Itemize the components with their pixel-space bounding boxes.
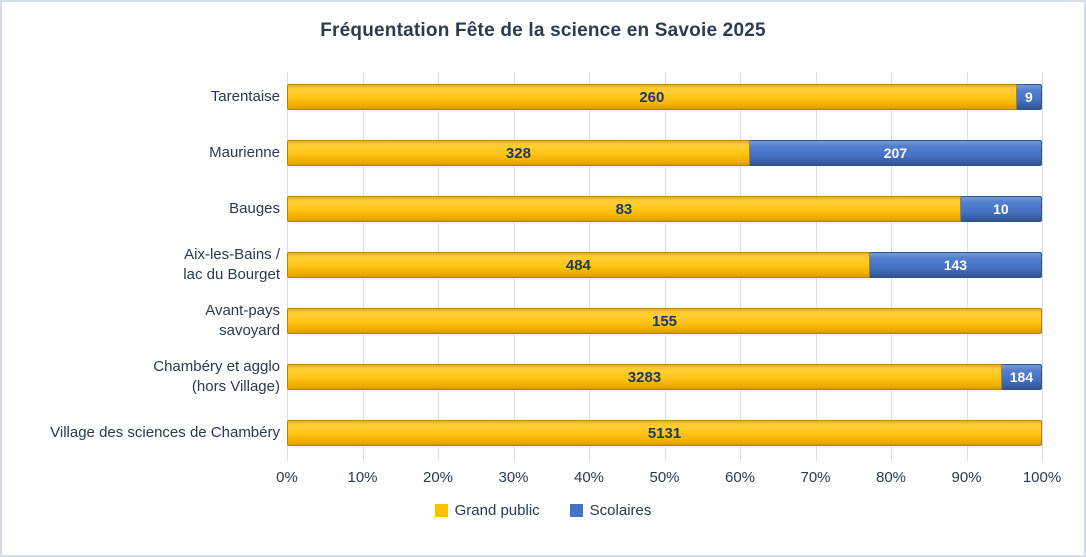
plot-area: 260 9 328 207 83 10 484 143 155 3283 184 5131 [287, 69, 1043, 461]
segment-grand-public: 3283 [287, 364, 1002, 390]
x-tick-label: 80% [875, 469, 907, 486]
stacked-bar: 484 143 [287, 252, 1042, 278]
bar-row: 260 9 [287, 69, 1042, 125]
category-label: Avant-pays savoyard [205, 301, 280, 339]
chart-body: Tarentaise Maurienne Bauges Aix-les-Bains /… [2, 69, 1084, 489]
bar-row: 155 [287, 293, 1042, 349]
value-label-grand-public: 83 [615, 200, 633, 218]
value-label-grand-public: 3283 [627, 368, 662, 386]
value-label-grand-public: 484 [565, 256, 591, 274]
category-label: Tarentaise [210, 87, 280, 105]
legend-swatch-icon [434, 504, 448, 517]
bar-row: 3283 184 [287, 349, 1042, 405]
segment-scolaires: 184 [1001, 364, 1042, 390]
segment-grand-public: 83 [287, 196, 961, 222]
value-label-scolaires: 207 [883, 145, 908, 161]
chart-title: Fréquentation Fête de la science en Savo… [320, 20, 766, 41]
bar-row: 5131 [287, 405, 1042, 461]
value-label-scolaires: 143 [943, 257, 968, 273]
x-tick-label: 40% [573, 469, 605, 486]
x-axis: 0% 10% 20% 30% 40% 50% 60% 70% 80% 90% 100% [276, 461, 1061, 489]
category-label: Bauges [229, 199, 280, 217]
x-tick-label: 10% [347, 469, 378, 486]
stacked-bar: 328 207 [287, 140, 1042, 166]
stacked-bar: 3283 184 [287, 364, 1042, 390]
bar-row: 83 10 [287, 181, 1042, 237]
x-tick-label: 0% [276, 469, 298, 486]
segment-grand-public: 155 [287, 308, 1042, 334]
segment-grand-public: 5131 [287, 420, 1042, 446]
category-label: Maurienne [209, 143, 280, 161]
x-tick-label: 60% [724, 469, 756, 486]
legend-label: Scolaires [589, 502, 652, 519]
segment-grand-public: 260 [287, 84, 1017, 110]
category-label: Village des sciences de Chambéry [50, 423, 280, 441]
stacked-bar: 5131 [287, 420, 1042, 446]
x-tick-label: 100% [1022, 469, 1062, 486]
x-tick-label: 90% [951, 469, 982, 486]
legend-item: Grand public [434, 502, 540, 519]
legend-item: Scolaires [569, 502, 652, 519]
value-label-grand-public: 5131 [647, 424, 682, 442]
x-tick-label: 70% [800, 469, 831, 486]
stacked-bar: 260 9 [287, 84, 1042, 110]
stacked-bar: 155 [287, 308, 1042, 334]
segment-grand-public: 484 [287, 252, 870, 278]
x-tick-label: 30% [498, 469, 529, 486]
legend-swatch-icon [569, 504, 583, 517]
segment-scolaires: 10 [960, 196, 1042, 222]
value-label-scolaires: 10 [993, 201, 1009, 217]
value-label-scolaires: 184 [1009, 369, 1034, 385]
stacked-bar: 83 10 [287, 196, 1042, 222]
value-label-grand-public: 155 [651, 312, 678, 330]
segment-scolaires: 207 [749, 140, 1042, 166]
plot-column: 260 9 328 207 83 10 484 143 155 3283 184 5131 0% 10%… [276, 69, 1061, 489]
value-label-grand-public: 328 [505, 144, 531, 162]
segment-scolaires: 143 [869, 252, 1042, 278]
bar-row: 328 207 [287, 125, 1042, 181]
legend-label: Grand public [454, 502, 540, 519]
segment-scolaires: 9 [1016, 84, 1042, 110]
x-tick-label: 50% [649, 469, 680, 486]
gridline [1042, 72, 1043, 461]
bar-row: 484 143 [287, 237, 1042, 293]
legend: Grand public Scolaires [2, 502, 1084, 519]
category-label: Chambéry et agglo (hors Village) [153, 357, 280, 395]
x-tick-label: 20% [422, 469, 454, 486]
category-axis: Tarentaise Maurienne Bauges Aix-les-Bains /… [2, 69, 287, 489]
value-label-grand-public: 260 [639, 88, 665, 106]
segment-grand-public: 328 [287, 140, 750, 166]
value-label-scolaires: 9 [1024, 89, 1033, 105]
category-label: Aix-les-Bains / lac du Bourget [183, 245, 280, 283]
